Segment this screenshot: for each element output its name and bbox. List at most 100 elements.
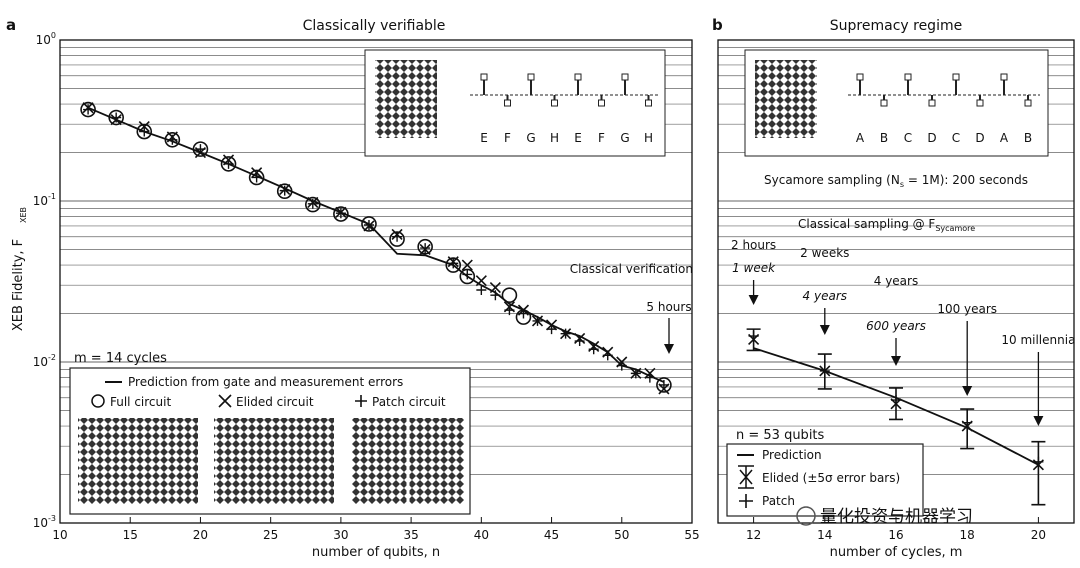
- coupler-box-icon: [480, 73, 488, 81]
- patch-point: [630, 368, 641, 379]
- panel-b-title: Supremacy regime: [830, 18, 962, 34]
- panel-a-legend: Prediction from gate and measurement err…: [69, 367, 471, 515]
- inset-letter: F: [504, 131, 511, 145]
- panel-b-legend: Prediction Elided (±5σ error bars) Patch: [726, 443, 924, 517]
- patch-point: [111, 112, 122, 123]
- coupler-box-icon: [527, 73, 535, 81]
- inset-letter: A: [856, 131, 865, 145]
- patch-point: [476, 285, 487, 296]
- x-tick-label: 40: [474, 528, 489, 542]
- runtime-label-italic: 600 years: [866, 319, 926, 333]
- inset-letter: H: [550, 131, 559, 145]
- x-tick-label: 16: [888, 528, 903, 542]
- legend-plus-icon: [355, 395, 367, 407]
- y-tick-label: 10-3: [33, 514, 56, 530]
- patch-point: [363, 219, 374, 230]
- panel-b-xlabel: number of cycles, m: [830, 545, 963, 560]
- runtime-label: 10 millennia: [1001, 333, 1075, 347]
- legend-errorbar-icon: [738, 465, 754, 489]
- full-circuit-point: [80, 101, 96, 118]
- qubits-label: n = 53 qubits: [736, 428, 825, 443]
- inset-letter: E: [480, 131, 488, 145]
- legend-full: Full circuit: [110, 395, 171, 409]
- y-tick-label: 100: [36, 31, 56, 47]
- patch-point: [448, 258, 459, 269]
- wechat-logo-icon: [796, 506, 816, 526]
- x-tick-label: 15: [123, 528, 138, 542]
- legend-b-elided: Elided (±5σ error bars): [762, 471, 900, 485]
- panel-a-frame: [59, 39, 693, 524]
- x-tick-label: 25: [263, 528, 278, 542]
- arrow-head-icon: [1033, 416, 1044, 426]
- svg-text:XEB Fidelity, F: XEB Fidelity, F: [11, 239, 26, 331]
- legend-x-icon: [218, 394, 232, 408]
- patch-point: [748, 331, 759, 342]
- full-circuit-point: [417, 238, 433, 255]
- legend-patch: Patch circuit: [372, 395, 446, 409]
- coupler-box-icon: [880, 99, 888, 107]
- inset-letter: F: [598, 131, 605, 145]
- runtime-label: 4 years: [874, 274, 918, 288]
- inset-letter: E: [574, 131, 582, 145]
- inset-letter: B: [1024, 131, 1032, 145]
- coupler-box-icon: [645, 99, 652, 107]
- arrow-head-icon: [891, 356, 901, 366]
- patch-point: [139, 126, 150, 137]
- arrow-head-icon: [748, 295, 759, 305]
- full-circuit-point: [248, 169, 265, 186]
- runtime-label: 2 hours: [731, 238, 776, 252]
- coupler-box-icon: [598, 99, 605, 107]
- coupler-box-icon: [504, 99, 511, 107]
- coupler-box-icon: [904, 73, 912, 81]
- full-circuit-point: [501, 287, 518, 303]
- inset-letter: D: [927, 131, 936, 145]
- full-circuit-point: [656, 377, 672, 393]
- patch-point: [616, 360, 627, 371]
- qubit-grid-icon: [375, 60, 437, 138]
- arrow-head-icon: [664, 344, 674, 354]
- x-tick-label: 14: [817, 528, 832, 542]
- coupler-box-icon: [856, 73, 864, 81]
- cycles-label: m = 14 cycles: [74, 351, 167, 366]
- coupler-box-icon: [952, 73, 960, 81]
- elided-point: [489, 281, 501, 294]
- full-circuit-point: [333, 206, 349, 222]
- runtime-labels: 2 hours 1 week 2 weeks 4 years 4 years 600 ye…: [731, 238, 1075, 426]
- inset-letter: A: [1000, 131, 1009, 145]
- patch-point: [251, 172, 262, 183]
- inset-letter: C: [904, 131, 912, 145]
- panel-a: 10 15 20 25 30 35 40 45 50 55 10-3 10-2 10-1 100 E F G H…: [11, 31, 700, 560]
- coupler-box-icon: [551, 99, 558, 107]
- full-circuit-point: [304, 196, 321, 213]
- full-circuit-point: [276, 183, 293, 200]
- patch-point: [1033, 456, 1044, 467]
- panel-b-letter: b: [712, 16, 723, 34]
- elided-point: [475, 275, 487, 287]
- patch-point: [223, 158, 234, 169]
- y-tick-label: 10-2: [33, 353, 56, 369]
- patch-point: [644, 372, 655, 383]
- patch-point: [420, 243, 431, 254]
- patch-point: [195, 144, 206, 155]
- x-tick-label: 12: [746, 528, 761, 542]
- coupler-box-icon: [621, 73, 629, 81]
- panel-a-marks: [80, 101, 672, 395]
- error-bar: [960, 408, 975, 450]
- inset-letter: B: [880, 131, 888, 145]
- patch-point: [392, 231, 403, 242]
- coupler-box-icon: [1024, 99, 1032, 107]
- patch-point: [167, 134, 178, 145]
- patch-point: [490, 290, 501, 301]
- panel-a-xlabel: number of qubits, n: [312, 545, 440, 560]
- x-tick-label: 35: [403, 528, 418, 542]
- patch-point: [279, 185, 290, 196]
- classical-sampling-label: Classical sampling @ FSycamore: [798, 217, 975, 233]
- patch-point: [307, 198, 318, 209]
- patch-point: [504, 305, 515, 316]
- arrow-head-icon: [962, 386, 973, 396]
- inset-letter: C: [952, 131, 960, 145]
